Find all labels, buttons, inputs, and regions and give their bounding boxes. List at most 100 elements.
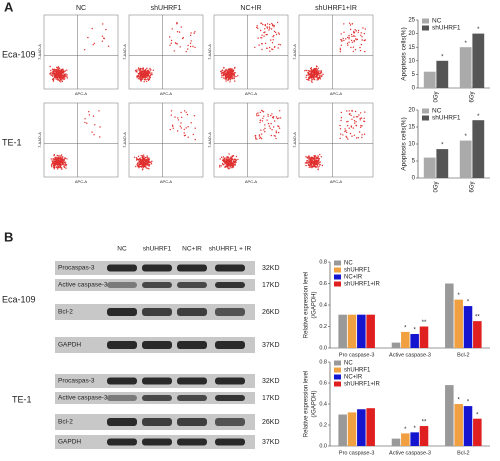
significance-marker: * [404, 325, 407, 331]
event-dot [227, 72, 230, 74]
event-dot [190, 40, 192, 42]
event-dot [53, 75, 56, 77]
event-dot [256, 26, 258, 29]
legend-label: shUHRF1+IR [344, 382, 381, 388]
event-dot [143, 166, 145, 168]
event-dot [58, 70, 61, 73]
event-dot [357, 137, 359, 139]
plot-frame [213, 102, 289, 178]
event-dot [65, 75, 67, 77]
event-dot [269, 50, 271, 52]
event-dot [348, 34, 350, 37]
event-dot [345, 38, 347, 40]
event-dot [142, 158, 144, 160]
event-dot [222, 156, 225, 158]
event-dot [315, 67, 318, 70]
event-dot [278, 117, 280, 119]
event-dot [312, 75, 314, 77]
event-dot [170, 114, 172, 116]
x-tick-label: 0Gy [434, 181, 440, 192]
x-tick-label: 6Gy [470, 181, 476, 192]
event-dot [308, 70, 310, 72]
blot-band [177, 395, 207, 401]
legend-label: shUHRF1 [432, 25, 461, 32]
event-dot [171, 28, 173, 30]
event-dot [229, 81, 231, 83]
event-dot [147, 69, 149, 71]
event-dot [227, 70, 229, 72]
event-dot [257, 27, 259, 29]
event-dot [147, 164, 149, 166]
event-dot [221, 72, 223, 75]
significance-marker: ** [422, 420, 427, 426]
event-dot [187, 48, 189, 50]
event-dot [56, 161, 58, 163]
event-dot [309, 76, 311, 78]
event-dot [275, 116, 278, 118]
event-dot [224, 158, 226, 160]
event-dot [148, 77, 150, 79]
event-dot [143, 69, 145, 72]
event-dot [279, 110, 281, 112]
event-dot [233, 74, 235, 77]
x-tick-label: Pro caspase-3 [339, 352, 374, 358]
event-dot [145, 158, 148, 161]
event-dot [59, 77, 61, 80]
event-dot [148, 72, 151, 74]
y-tick-label: 15 [408, 125, 415, 131]
protein-label: Bcl-2 [58, 309, 73, 316]
event-dot [225, 74, 228, 76]
event-dot [60, 155, 62, 157]
event-dot [231, 167, 233, 169]
event-dot [310, 164, 312, 166]
event-dot [263, 35, 265, 37]
legend-label: NC [432, 108, 442, 115]
event-dot [144, 166, 147, 168]
lane-header: shUHRF1 + IR [209, 246, 252, 253]
event-dot [276, 21, 279, 24]
event-dot [258, 135, 260, 137]
event-dot [279, 117, 282, 119]
event-dot [348, 127, 350, 129]
event-dot [148, 165, 151, 167]
event-dot [152, 69, 154, 72]
event-dot [53, 168, 56, 170]
event-dot [269, 27, 271, 30]
event-dot [228, 77, 230, 79]
event-dot [56, 76, 59, 78]
event-dot [361, 125, 363, 127]
event-dot [231, 71, 233, 73]
event-dot [275, 137, 277, 140]
protein-label: GAPDH [58, 342, 81, 349]
event-dot [256, 115, 258, 117]
event-dot [349, 132, 352, 135]
event-dot [58, 162, 60, 165]
event-dot [360, 43, 363, 46]
event-dot [348, 22, 351, 24]
event-dot [316, 79, 318, 81]
x-tick-label: Bcl-2 [457, 352, 470, 358]
event-dot [58, 75, 60, 77]
event-dot [258, 44, 260, 46]
legend-swatch [334, 381, 341, 387]
event-dot [186, 113, 189, 116]
event-dot [339, 47, 341, 49]
event-dot [313, 76, 315, 79]
significance-marker: * [413, 328, 416, 334]
event-dot [176, 31, 179, 33]
blot-band [215, 264, 245, 272]
event-dot [230, 161, 232, 163]
event-dot [50, 158, 52, 160]
event-dot [53, 165, 56, 167]
event-dot [177, 117, 179, 119]
protein-label: GAPDH [58, 439, 81, 446]
event-dot [232, 161, 234, 164]
event-dot [262, 23, 264, 26]
bar [419, 426, 429, 446]
event-dot [179, 46, 181, 48]
event-dot [359, 46, 361, 49]
event-dot [357, 116, 359, 118]
event-dot [319, 153, 321, 156]
size-label: 26KD [262, 309, 280, 316]
bar [338, 414, 347, 446]
